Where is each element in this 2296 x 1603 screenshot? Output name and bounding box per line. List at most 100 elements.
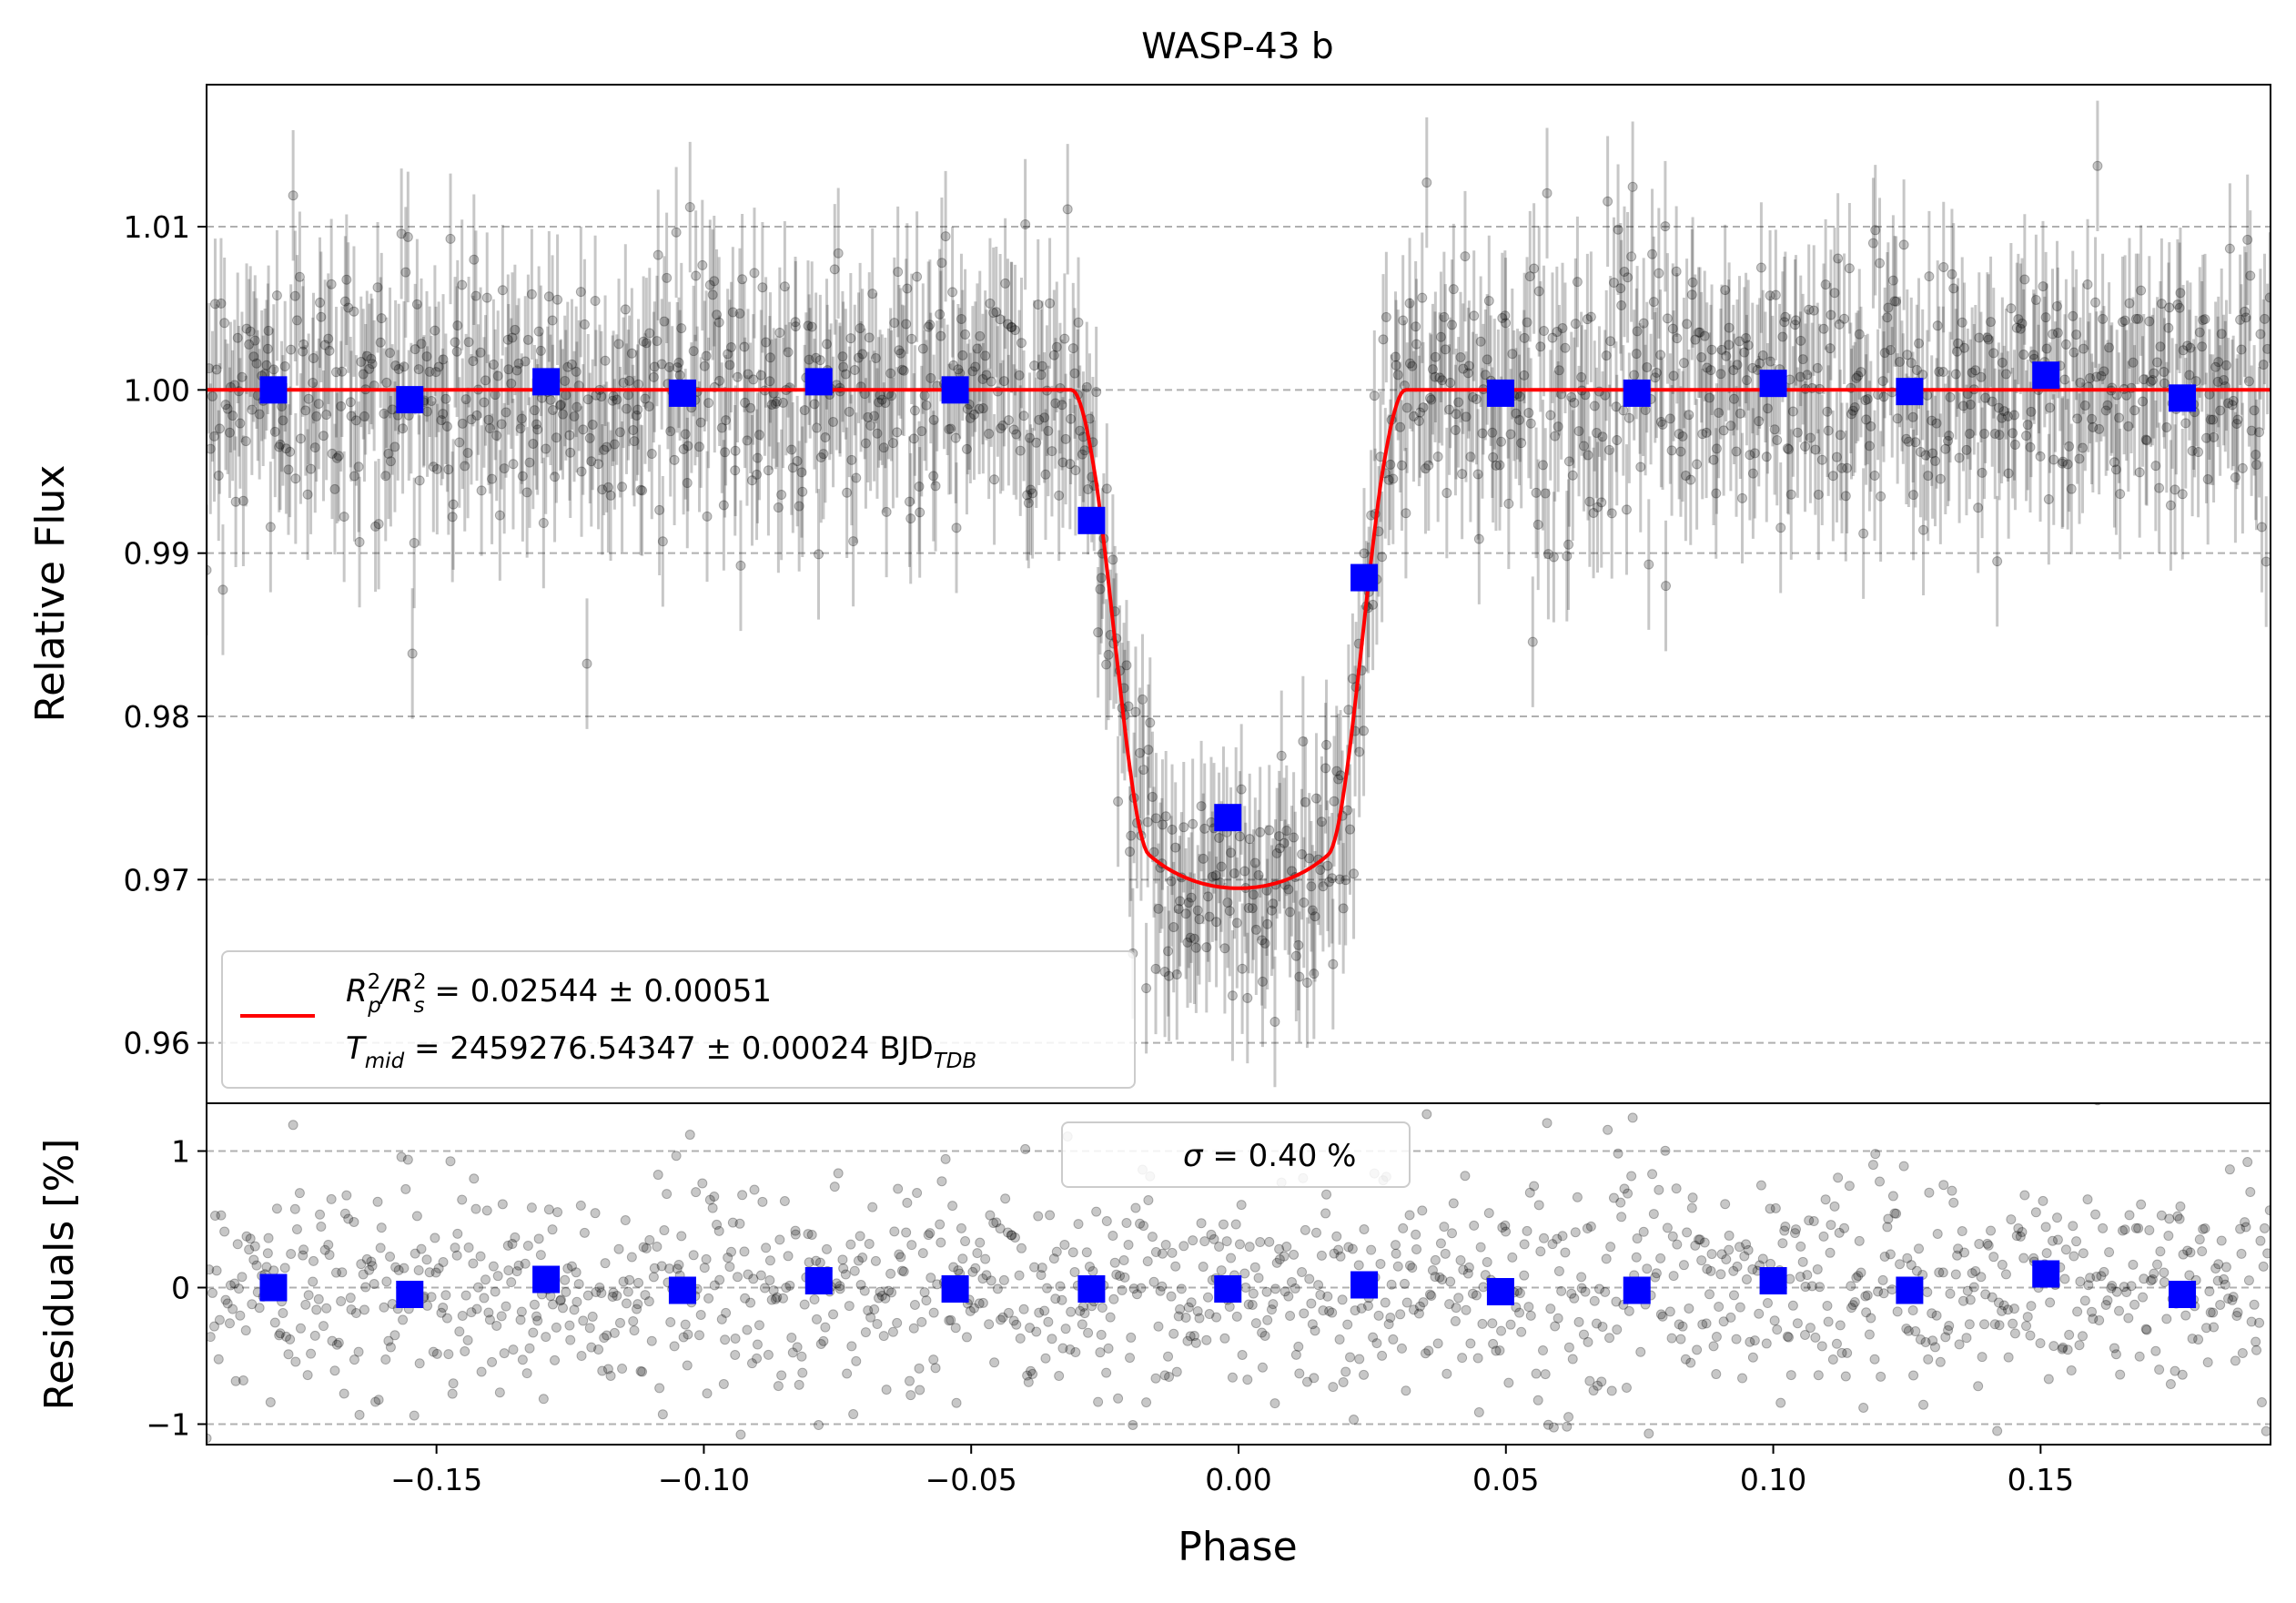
data-point — [2164, 302, 2175, 313]
residual-point — [1699, 1237, 1710, 1248]
residual-point — [974, 1298, 985, 1309]
residual-point — [451, 1250, 462, 1261]
residual-point — [516, 1306, 527, 1317]
data-point — [1787, 406, 1798, 417]
residual-point — [1385, 1313, 1396, 1324]
data-point — [1231, 918, 1242, 928]
residual-point — [965, 1305, 976, 1316]
data-point — [279, 360, 290, 371]
residual-point — [1539, 1233, 1550, 1243]
data-point — [641, 338, 652, 349]
residual-point — [1014, 1270, 1025, 1281]
residual-point — [1294, 1368, 1305, 1379]
data-point — [1802, 370, 1813, 380]
residual-point — [1066, 1306, 1077, 1317]
residual-point — [1589, 1295, 1600, 1306]
data-point — [1401, 402, 1412, 413]
data-point — [901, 319, 912, 330]
data-point — [820, 431, 831, 442]
data-point — [1455, 351, 1466, 362]
data-point — [1545, 410, 1556, 421]
residual-point — [283, 1349, 294, 1360]
residual-point — [2066, 1365, 2077, 1376]
residual-point — [2068, 1221, 2079, 1232]
residual-point — [1461, 1304, 1472, 1315]
data-point — [1965, 399, 1976, 410]
data-point — [308, 378, 319, 389]
data-point — [476, 485, 487, 496]
data-point — [1737, 492, 1748, 503]
residual-point — [1705, 1265, 1716, 1276]
data-point — [2110, 464, 2121, 475]
residual-point — [1269, 1398, 1280, 1409]
residual-point — [438, 1302, 449, 1313]
residual-point — [2006, 1214, 2017, 1225]
data-point — [1475, 336, 1486, 347]
binned-point — [1486, 379, 1514, 407]
data-point — [837, 351, 848, 362]
residual-point — [1202, 1292, 1213, 1303]
residual-point — [274, 1330, 285, 1341]
data-point — [2008, 410, 2019, 421]
data-point — [1392, 370, 1403, 380]
data-point — [1150, 963, 1161, 974]
residual-point — [2205, 1307, 2216, 1318]
residual-point — [1701, 1318, 1712, 1329]
data-point — [680, 429, 691, 440]
data-point — [1948, 283, 1959, 294]
residual-point — [1375, 1258, 1386, 1269]
data-point — [1298, 736, 1309, 746]
data-point — [1385, 459, 1396, 470]
residual-point — [1547, 1239, 1558, 1250]
data-point — [766, 399, 777, 410]
residual-point — [587, 1311, 598, 1322]
residual-point — [1507, 1252, 1518, 1263]
data-point — [413, 364, 424, 375]
residual-point — [1749, 1335, 1760, 1346]
data-point — [1000, 278, 1011, 289]
residual-point — [360, 1282, 371, 1293]
data-point — [1333, 774, 1344, 785]
residual-point — [1380, 1297, 1391, 1308]
data-point — [2119, 315, 2130, 326]
data-point — [605, 490, 616, 501]
residual-point — [1687, 1192, 1698, 1203]
data-point — [1142, 817, 1153, 827]
residual-point — [383, 1335, 394, 1346]
data-point — [1501, 318, 1512, 329]
data-point — [1322, 860, 1333, 871]
data-point — [2052, 300, 2063, 311]
residual-point — [953, 1265, 964, 1276]
residual-point — [443, 1349, 454, 1360]
residual-point — [402, 1154, 413, 1165]
data-point — [1761, 451, 1772, 462]
residual-point — [1040, 1353, 1051, 1364]
residual-point — [528, 1327, 539, 1338]
data-point — [2177, 489, 2188, 500]
data-point — [1847, 405, 1858, 416]
data-point — [1229, 868, 1239, 879]
residual-point — [1401, 1385, 1411, 1396]
residual-point — [1427, 1265, 1438, 1276]
residual-observations — [207, 1103, 2271, 1444]
data-point — [2114, 412, 2125, 423]
residual-point — [1795, 1272, 1805, 1283]
data-point — [291, 315, 302, 326]
residual-point — [1421, 1109, 1432, 1120]
data-point — [1927, 448, 1938, 459]
data-point — [889, 318, 900, 329]
residual-point — [1309, 1373, 1320, 1384]
residual-point — [1157, 1248, 1168, 1259]
residual-point — [207, 1264, 215, 1275]
residual-point — [622, 1286, 633, 1297]
residual-point — [349, 1216, 359, 1227]
data-point — [1324, 877, 1335, 888]
data-point — [2072, 413, 2083, 424]
data-point — [1444, 404, 1455, 415]
data-point — [1562, 551, 1573, 562]
data-point — [324, 345, 335, 356]
residual-point — [1475, 1242, 1486, 1253]
residual-point — [2126, 1281, 2137, 1292]
residual-point — [602, 1364, 613, 1375]
data-point — [902, 283, 913, 294]
